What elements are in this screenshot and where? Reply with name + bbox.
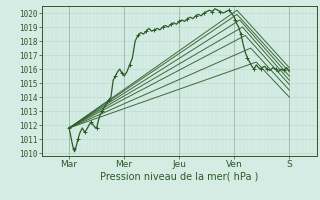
X-axis label: Pression niveau de la mer( hPa ): Pression niveau de la mer( hPa )	[100, 172, 258, 182]
